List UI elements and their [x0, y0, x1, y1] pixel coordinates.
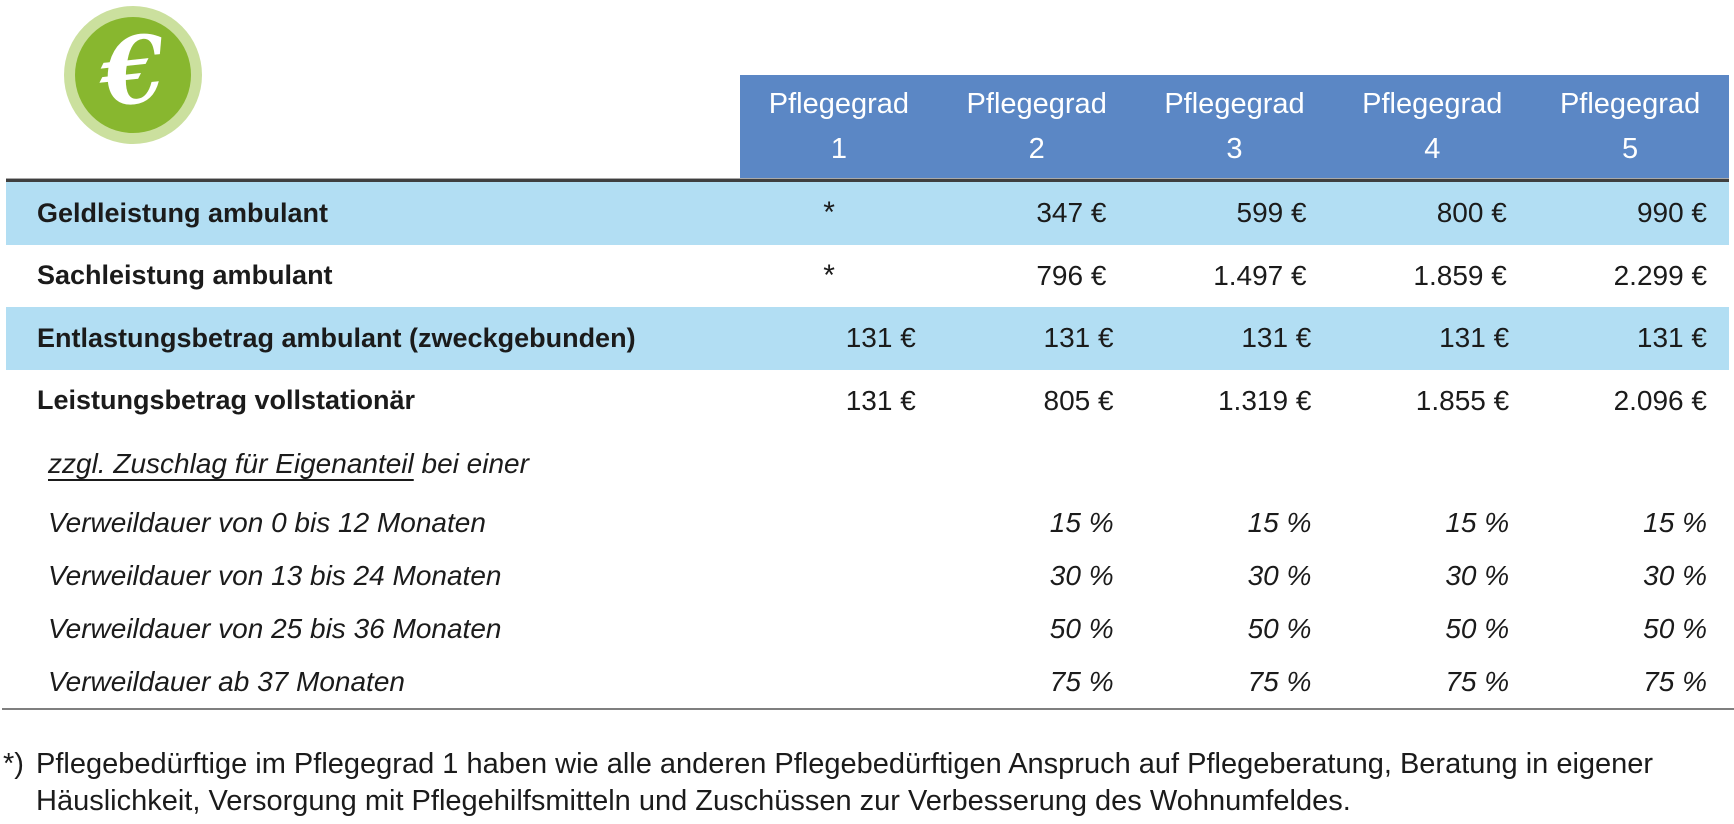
- table-row: Sachleistung ambulant * 796 € 1.497 € 1.859 …: [6, 245, 1729, 308]
- table-row: zzgl. Zuschlag für Eigenanteil bei einer: [6, 432, 1729, 496]
- table-row: Entlastungsbetrag ambulant (zweckgebunde…: [6, 307, 1729, 370]
- header-grade-number: 2: [1028, 132, 1045, 165]
- value-cell: 599 €: [1236, 197, 1307, 229]
- value-cell: *: [823, 196, 835, 230]
- value-cell: 15 %: [1247, 506, 1312, 538]
- row-label: Leistungsbetrag vollstationär: [37, 385, 416, 416]
- row-label: Entlastungsbetrag ambulant (zweckgebunde…: [37, 322, 636, 353]
- value-cell: 2.096 €: [1613, 384, 1707, 416]
- table-row: Verweildauer ab 37 Monaten 75 % 75 % 75 % 75…: [6, 655, 1729, 708]
- value-cell: 1.859 €: [1413, 259, 1507, 291]
- value-cell: 75 %: [1445, 665, 1510, 697]
- value-cell: 15 %: [1445, 506, 1510, 538]
- row-label: Verweildauer von 13 bis 24 Monaten: [48, 559, 502, 591]
- row-label: Verweildauer von 0 bis 12 Monaten: [48, 506, 486, 538]
- euro-symbol: €: [95, 13, 171, 129]
- value-cell: 15 %: [1049, 506, 1114, 538]
- table-row: Verweildauer von 25 bis 36 Monaten 50 % 50…: [6, 602, 1729, 655]
- euro-icon-inner-circle: €: [75, 13, 191, 133]
- value-cell: 1.319 €: [1217, 384, 1312, 416]
- row-label: Verweildauer ab 37 Monaten: [48, 665, 405, 697]
- footnote: *) Pflegebedürftige im Pflegegrad 1 habe…: [3, 746, 1653, 820]
- header-word: Pflegegrad: [1164, 87, 1305, 120]
- value-cell: 75 %: [1049, 665, 1114, 697]
- footnote-text: Pflegebedürftige im Pflegegrad 1 haben w…: [36, 746, 1653, 820]
- value-cell: 131 €: [1241, 322, 1312, 354]
- row-label: Sachleistung ambulant: [37, 260, 333, 291]
- header-divider-line: [6, 178, 1729, 182]
- value-cell: 30 %: [1445, 559, 1510, 591]
- value-cell: 990 €: [1636, 197, 1708, 229]
- row-label-underlined: zzgl. Zuschlag für Eigenanteil: [48, 448, 414, 479]
- value-cell: 131 €: [1439, 322, 1510, 354]
- value-cell: 50 %: [1049, 612, 1114, 644]
- value-cell: 75 %: [1643, 665, 1707, 697]
- value-cell: 796 €: [1036, 259, 1107, 291]
- value-cell: 15 %: [1643, 506, 1707, 538]
- table-row: Verweildauer von 0 bis 12 Monaten 15 % 15 …: [6, 496, 1729, 549]
- value-cell: 1.497 €: [1213, 259, 1307, 291]
- header-cell-pflegegrad-4: Pflegegrad 4: [1333, 75, 1531, 178]
- euro-icon: €: [64, 6, 202, 144]
- header-word: Pflegegrad: [966, 87, 1107, 120]
- footnote-line-1: Pflegebedürftige im Pflegegrad 1 haben w…: [36, 748, 1654, 780]
- value-cell: 50 %: [1445, 612, 1510, 644]
- row-label: Geldleistung ambulant: [37, 197, 329, 228]
- value-cell: 2.299 €: [1613, 259, 1708, 291]
- table-row: Verweildauer von 13 bis 24 Monaten 30 % 30…: [6, 549, 1729, 602]
- value-cell: 1.855 €: [1415, 384, 1510, 416]
- header-word: Pflegegrad: [768, 87, 910, 120]
- value-cell: 131 €: [845, 322, 916, 354]
- footnote-line-2: Häuslichkeit, Versorgung mit Pflegehilfs…: [36, 785, 1351, 817]
- value-cell: 30 %: [1643, 559, 1707, 591]
- value-cell: 50 %: [1247, 612, 1312, 644]
- footnote-marker: *): [3, 748, 24, 780]
- value-cell: 805 €: [1043, 384, 1114, 416]
- table-bottom-line: [2, 708, 1734, 710]
- value-cell: 131 €: [1636, 322, 1707, 354]
- value-cell: 131 €: [1043, 322, 1114, 354]
- header-word: Pflegegrad: [1559, 87, 1701, 120]
- table-body: Geldleistung ambulant * 347 € 599 € 800 € 990…: [6, 182, 1729, 708]
- value-cell: 800 €: [1436, 197, 1507, 229]
- header-grade-number: 3: [1226, 132, 1243, 165]
- header-cell-pflegegrad-1: Pflegegrad 1: [740, 75, 938, 178]
- value-cell: *: [823, 258, 835, 292]
- header-grade-number: 4: [1424, 132, 1441, 165]
- header-grade-number: 1: [830, 132, 847, 165]
- value-cell: 131 €: [845, 384, 916, 416]
- header-cell-pflegegrad-2: Pflegegrad 2: [938, 75, 1136, 178]
- row-label: Verweildauer von 25 bis 36 Monaten: [48, 612, 502, 644]
- value-cell: 30 %: [1247, 559, 1312, 591]
- header-cell-pflegegrad-3: Pflegegrad 3: [1136, 75, 1334, 178]
- table-row: Geldleistung ambulant * 347 € 599 € 800 € 990…: [6, 182, 1729, 245]
- table-row: Leistungsbetrag vollstationär 131 € 805 € 1…: [6, 370, 1729, 433]
- header-grade-number: 5: [1622, 132, 1639, 165]
- value-cell: 75 %: [1247, 665, 1312, 697]
- header-cell-pflegegrad-5: Pflegegrad 5: [1531, 75, 1729, 178]
- value-cell: 347 €: [1036, 197, 1107, 229]
- table-header: Pflegegrad 1 Pflegegrad 2 Pflegegrad 3 Pflegeg…: [740, 75, 1729, 178]
- row-label-tail: bei einer: [413, 448, 529, 479]
- value-cell: 30 %: [1049, 559, 1114, 591]
- value-cell: 50 %: [1643, 612, 1707, 644]
- row-label: zzgl. Zuschlag für Eigenanteil bei einer: [6, 448, 740, 480]
- header-word: Pflegegrad: [1362, 87, 1503, 120]
